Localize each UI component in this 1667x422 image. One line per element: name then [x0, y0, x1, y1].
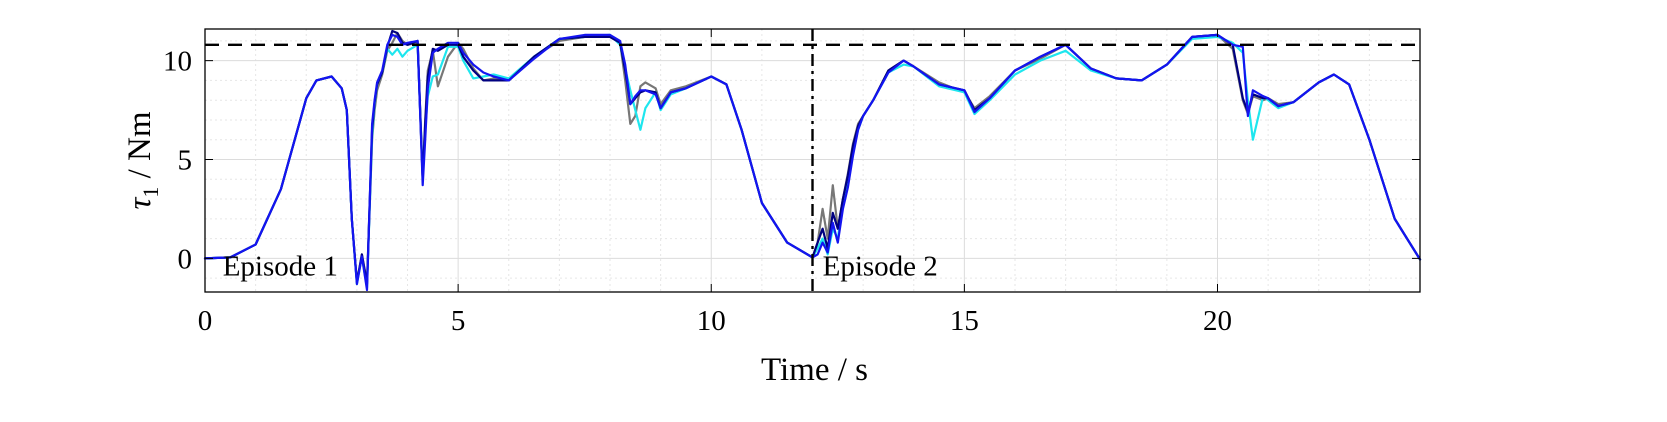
episode-label: Episode 1	[223, 250, 338, 282]
x-tick-label: 20	[1203, 305, 1232, 337]
x-tick-label: 0	[198, 305, 213, 337]
y-axis-title: τ1 / Nm	[122, 111, 163, 209]
y-axis-title-unit: / Nm	[122, 111, 158, 187]
annotations: Episode 1 Episode 2	[223, 250, 938, 282]
y-axis-title-subscript: 1	[138, 187, 163, 198]
y-axis-title-symbol: τ	[122, 196, 158, 209]
y-tick-label: 10	[163, 46, 192, 78]
x-axis-title: Time / s	[761, 352, 868, 388]
y-tick-label: 5	[178, 145, 193, 177]
axis-ticks: 0 5 10 15 20 0 5 10	[163, 29, 1420, 337]
x-tick-label: 10	[697, 305, 726, 337]
x-tick-label: 15	[950, 305, 979, 337]
grid	[204, 29, 1421, 292]
reference-lines	[205, 29, 1420, 292]
plot-area-frame	[204, 28, 1421, 293]
episode-label: Episode 2	[823, 250, 938, 282]
y-tick-label: 0	[178, 243, 193, 275]
series-line-blue	[203, 33, 1422, 292]
x-tick-label: 5	[451, 305, 466, 337]
series-group	[203, 29, 1422, 292]
